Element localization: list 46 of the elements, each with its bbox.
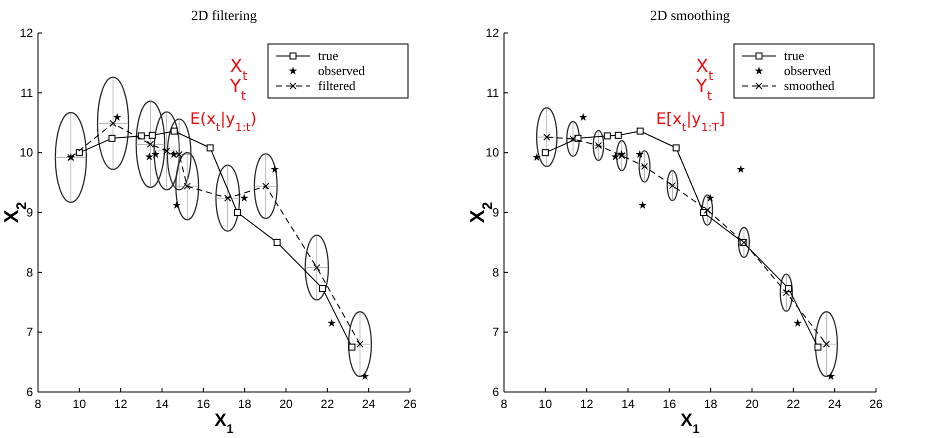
x-tick-label: 18	[704, 397, 718, 411]
x-tick-label: 8	[500, 397, 508, 411]
y-tick-label: 8	[492, 265, 500, 280]
y-tick-label: 10	[20, 146, 34, 160]
x-tick-label: 20	[279, 397, 293, 411]
y-tick-label: 7	[492, 325, 500, 340]
x-tick-label: 26	[403, 397, 417, 411]
x-tick-label: 10	[538, 397, 552, 411]
x-tick-label: 14	[621, 397, 635, 411]
x-tick-label: 24	[362, 397, 376, 411]
x-tick-label: 26	[869, 397, 883, 411]
x-tick-label: 16	[196, 397, 210, 411]
y-tick-label: 6	[492, 385, 500, 399]
x-tick-label: 20	[745, 397, 759, 411]
y-tick-label: 12	[486, 26, 500, 40]
y-tick-label: 8	[26, 265, 34, 280]
x-tick-label: 22	[786, 397, 800, 411]
y-tick-label: 12	[20, 26, 34, 40]
legend-label: smoothed	[784, 78, 836, 93]
x-tick-label: 12	[114, 397, 128, 411]
y-tick-label: 11	[486, 86, 500, 100]
annotation: E[x$_{t}$|y$_{1:T}$]	[656, 109, 726, 134]
legend-label: observed	[784, 63, 832, 78]
y-tick-label: 6	[26, 385, 34, 399]
x-tick-label: 10	[72, 397, 86, 411]
y-tick-label: 9	[26, 206, 34, 220]
legend-label: filtered	[318, 78, 356, 93]
annotation: E(x$_{t}$|y$_{1:t}$)	[190, 109, 257, 134]
legend-label: observed	[318, 63, 366, 78]
x-tick-label: 16	[662, 397, 676, 411]
y-tick-label: 9	[492, 206, 500, 220]
chart-title: 2D filtering	[191, 9, 257, 24]
x-tick-label: 18	[238, 397, 252, 411]
x-tick-label: 12	[580, 397, 594, 411]
x-tick-label: 22	[320, 397, 334, 411]
x-tick-label: 24	[828, 397, 842, 411]
x-tick-label: 14	[155, 397, 169, 411]
x-axis-title: X$_{1}$	[214, 410, 234, 436]
x-axis-title: X$_{1}$	[680, 410, 700, 436]
y-tick-label: 7	[26, 325, 34, 340]
legend-label: true	[784, 48, 804, 63]
chart-title: 2D smoothing	[650, 9, 730, 24]
x-tick-label: 8	[34, 397, 42, 411]
y-tick-label: 10	[486, 146, 500, 160]
legend-label: true	[318, 48, 338, 63]
y-tick-label: 11	[20, 86, 34, 100]
